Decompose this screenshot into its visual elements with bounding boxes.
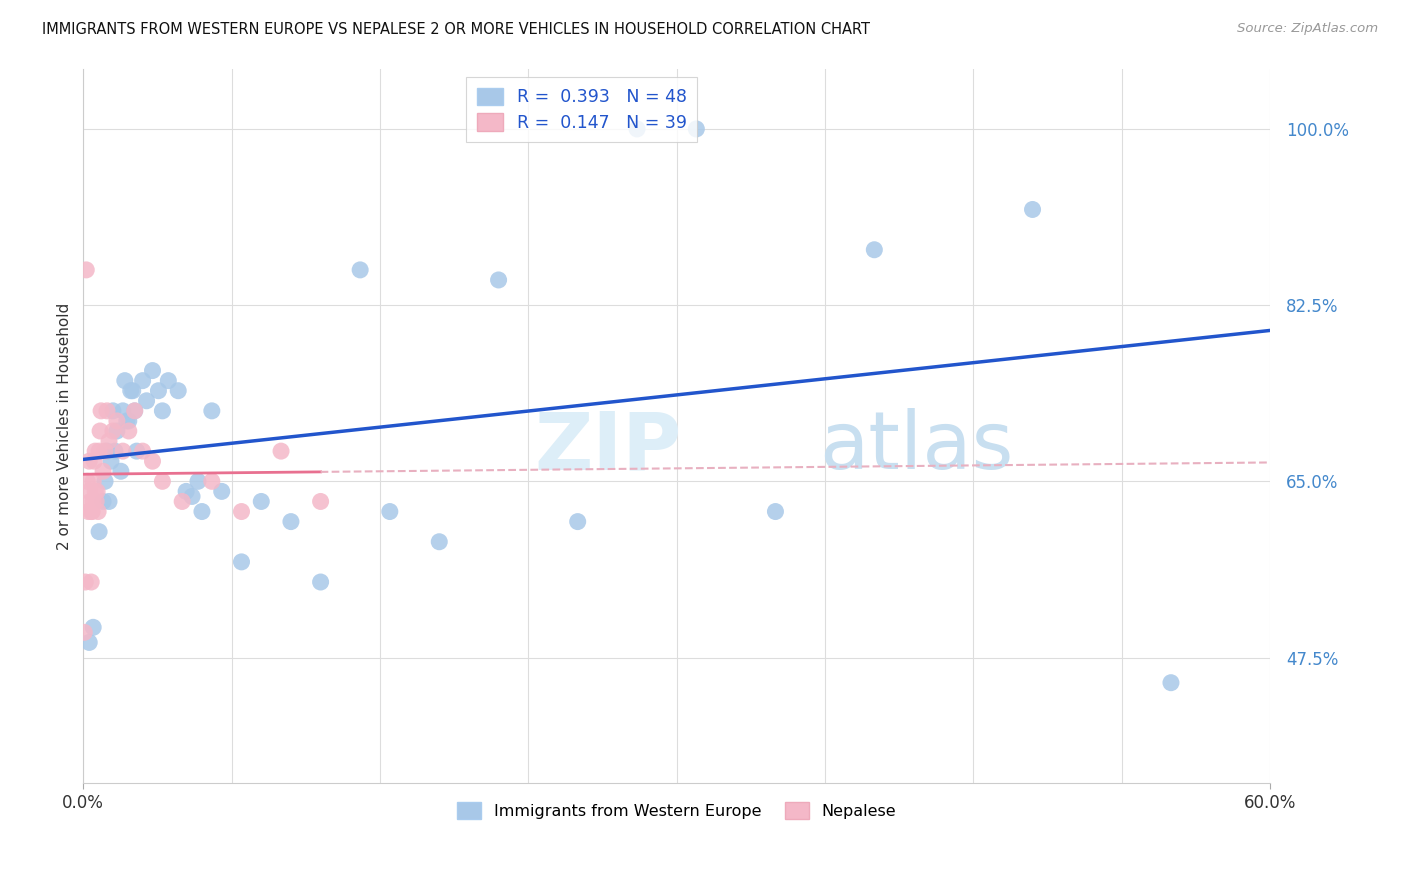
Point — [96, 404, 118, 418]
Point — [82, 620, 104, 634]
Point — [124, 404, 146, 418]
Point — [231, 504, 253, 518]
Point — [87, 504, 110, 518]
Point — [120, 384, 142, 398]
Point — [77, 635, 100, 649]
Point — [111, 404, 134, 418]
Point — [201, 475, 224, 489]
Point — [87, 444, 110, 458]
Point — [309, 574, 332, 589]
Point — [94, 444, 117, 458]
Point — [1021, 202, 1043, 217]
Point — [100, 454, 122, 468]
Point — [79, 494, 101, 508]
Point — [124, 404, 146, 418]
Point — [114, 374, 136, 388]
Point — [280, 515, 302, 529]
Point — [80, 574, 103, 589]
Point — [270, 444, 292, 458]
Point — [77, 504, 100, 518]
Point — [84, 494, 107, 508]
Point — [86, 484, 108, 499]
Point — [427, 534, 450, 549]
Y-axis label: 2 or more Vehicles in Household: 2 or more Vehicles in Household — [58, 302, 72, 549]
Text: ZIP: ZIP — [534, 409, 682, 486]
Text: Source: ZipAtlas.com: Source: ZipAtlas.com — [1237, 22, 1378, 36]
Point — [91, 494, 114, 508]
Point — [110, 464, 132, 478]
Point — [135, 393, 157, 408]
Point — [141, 454, 163, 468]
Text: IMMIGRANTS FROM WESTERN EUROPE VS NEPALESE 2 OR MORE VEHICLES IN HOUSEHOLD CORRE: IMMIGRANTS FROM WESTERN EUROPE VS NEPALE… — [42, 22, 870, 37]
Point — [131, 444, 153, 458]
Point — [77, 484, 100, 499]
Point — [125, 444, 148, 458]
Point — [82, 504, 104, 518]
Point — [118, 424, 141, 438]
Point — [131, 374, 153, 388]
Point — [98, 494, 121, 508]
Point — [82, 475, 104, 489]
Point — [626, 122, 648, 136]
Point — [187, 475, 209, 489]
Point — [567, 515, 589, 529]
Point — [83, 454, 105, 468]
Point — [174, 484, 197, 499]
Point — [94, 475, 117, 489]
Point — [105, 414, 128, 428]
Point — [157, 374, 180, 388]
Point — [231, 555, 253, 569]
Point — [172, 494, 194, 508]
Point — [89, 424, 111, 438]
Point — [181, 490, 204, 504]
Point — [349, 263, 371, 277]
Point — [98, 434, 121, 448]
Point — [685, 122, 707, 136]
Point — [115, 414, 138, 428]
Point — [211, 484, 233, 499]
Point — [378, 504, 401, 518]
Point — [309, 494, 332, 508]
Point — [201, 404, 224, 418]
Point — [488, 273, 510, 287]
Point — [191, 504, 214, 518]
Point — [152, 475, 174, 489]
Point — [101, 424, 124, 438]
Point — [76, 475, 98, 489]
Point — [101, 404, 124, 418]
Point — [75, 263, 97, 277]
Point — [82, 494, 104, 508]
Point — [765, 504, 787, 518]
Legend: Immigrants from Western Europe, Nepalese: Immigrants from Western Europe, Nepalese — [450, 796, 903, 825]
Point — [84, 484, 107, 499]
Point — [148, 384, 170, 398]
Point — [73, 625, 96, 640]
Text: atlas: atlas — [818, 409, 1014, 486]
Point — [75, 574, 97, 589]
Point — [90, 404, 112, 418]
Point — [167, 384, 190, 398]
Point — [80, 504, 103, 518]
Point — [118, 414, 141, 428]
Point — [87, 524, 110, 539]
Point — [105, 424, 128, 438]
Point — [141, 363, 163, 377]
Point — [121, 384, 143, 398]
Point — [96, 444, 118, 458]
Point — [863, 243, 886, 257]
Point — [91, 464, 114, 478]
Point — [104, 444, 127, 458]
Point — [77, 454, 100, 468]
Point — [152, 404, 174, 418]
Point — [1160, 675, 1182, 690]
Point — [111, 444, 134, 458]
Point — [250, 494, 273, 508]
Point — [84, 444, 107, 458]
